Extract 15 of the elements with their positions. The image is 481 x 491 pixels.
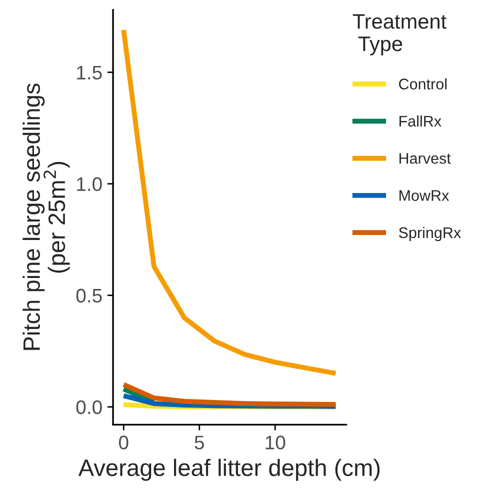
y-axis-title: Pitch pine large seedlings (per 25m$^{2}$): [22, 84, 70, 350]
legend-label: Control: [399, 78, 446, 90]
legend-label: FallRx: [400, 115, 442, 127]
legend-label: MowRx: [400, 190, 450, 201]
y-tick-label: 0.5: [76, 288, 102, 303]
y-tick-label: 1.5: [77, 66, 102, 80]
y-tick-label: 1.0: [77, 177, 102, 192]
x-tick-label: 10: [266, 436, 286, 450]
legend-title: Treatment Type: [352, 14, 446, 56]
legend-label: SpringRx: [398, 226, 461, 242]
x-tick-label: 0: [118, 436, 128, 450]
x-tick-label: 5: [194, 436, 204, 450]
x-axis-title: Average leaf litter depth (cm): [78, 458, 380, 481]
y-tick-label: 0.0: [76, 400, 102, 414]
legend-label: Harvest: [400, 153, 451, 164]
